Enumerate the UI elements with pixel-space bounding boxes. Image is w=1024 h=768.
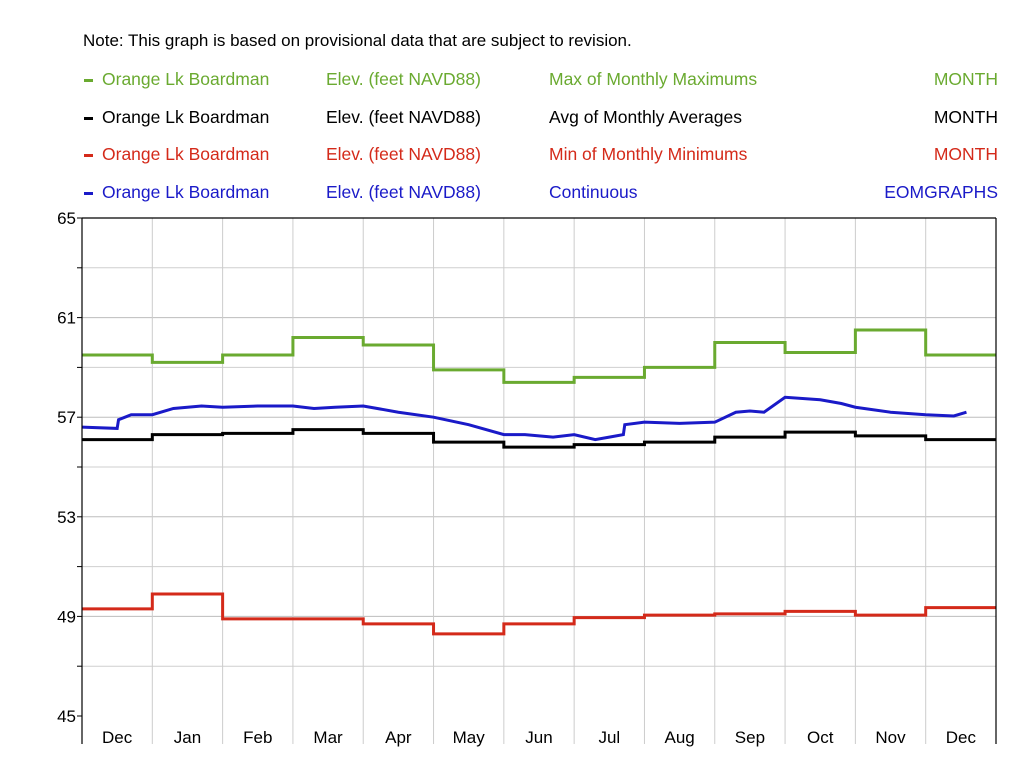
legend-statistic: Max of Monthly Maximums xyxy=(549,69,758,89)
x-tick-label: Jul xyxy=(598,728,620,747)
legend-swatch xyxy=(84,154,93,157)
legend-statistic: Continuous xyxy=(549,182,638,202)
legend-row-avg: Orange Lk Boardman Elev. (feet NAVD88) A… xyxy=(84,107,998,129)
legend-row-continuous: Orange Lk Boardman Elev. (feet NAVD88) C… xyxy=(84,182,998,204)
series-line-avg-of-monthly-averages xyxy=(82,428,996,449)
legend-site: Orange Lk Boardman xyxy=(102,182,270,202)
y-tick-label: 53 xyxy=(57,508,76,527)
legend-period: MONTH xyxy=(933,144,998,164)
x-tick-label: Sep xyxy=(735,728,765,747)
series-line-min-of-monthly-minimums xyxy=(82,592,996,636)
legend-swatch xyxy=(84,192,93,195)
x-tick-label: May xyxy=(453,728,486,747)
x-tick-label: Dec xyxy=(946,728,977,747)
legend-period: MONTH xyxy=(933,69,998,89)
provisional-note: Note: This graph is based on provisional… xyxy=(83,31,632,50)
x-tick-label: Apr xyxy=(385,728,412,747)
y-tick-label: 45 xyxy=(57,707,76,726)
legend-statistic: Min of Monthly Minimums xyxy=(549,144,748,164)
legend-parameter: Elev. (feet NAVD88) xyxy=(326,107,481,127)
x-tick-label: Dec xyxy=(102,728,133,747)
y-tick-label: 57 xyxy=(57,408,76,427)
legend-row-min: Orange Lk Boardman Elev. (feet NAVD88) M… xyxy=(84,144,998,166)
x-tick-label: Nov xyxy=(875,728,906,747)
legend-parameter: Elev. (feet NAVD88) xyxy=(326,182,481,202)
series-line-continuous xyxy=(81,395,967,442)
x-tick-label: Mar xyxy=(313,728,343,747)
y-tick-label: 61 xyxy=(57,309,76,328)
y-tick-label: 65 xyxy=(57,209,76,228)
legend-site: Orange Lk Boardman xyxy=(102,69,270,89)
series-line-max-of-monthly-maximums xyxy=(82,328,996,384)
x-tick-label: Jan xyxy=(174,728,201,747)
legend-parameter: Elev. (feet NAVD88) xyxy=(326,144,481,164)
legend-swatch xyxy=(84,117,93,120)
legend-statistic: Avg of Monthly Averages xyxy=(549,107,742,127)
x-tick-label: Jun xyxy=(525,728,552,747)
x-tick-label: Aug xyxy=(664,728,694,747)
legend-period: EOMGRAPHS xyxy=(884,182,998,202)
legend-parameter: Elev. (feet NAVD88) xyxy=(326,69,481,89)
x-tick-label: Oct xyxy=(807,728,834,747)
legend-site: Orange Lk Boardman xyxy=(102,144,270,164)
legend-site: Orange Lk Boardman xyxy=(102,107,270,127)
legend-row-max: Orange Lk Boardman Elev. (feet NAVD88) M… xyxy=(84,69,998,91)
legend-swatch xyxy=(84,79,93,82)
x-tick-label: Feb xyxy=(243,728,272,747)
legend-period: MONTH xyxy=(933,107,998,127)
y-tick-label: 49 xyxy=(57,607,76,626)
